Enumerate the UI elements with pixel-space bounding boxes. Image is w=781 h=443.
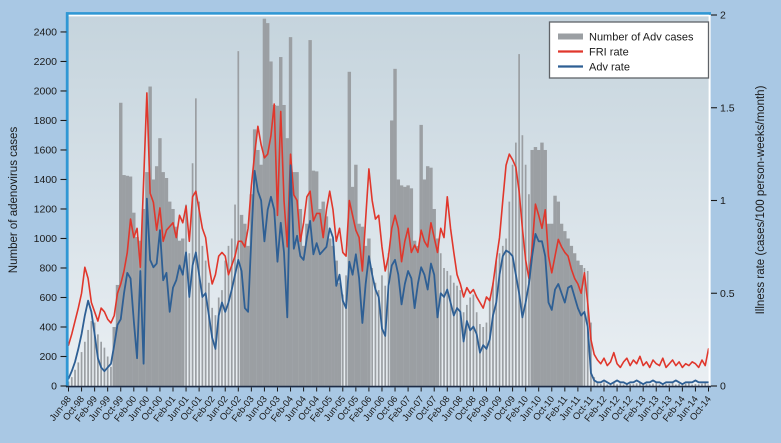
legend-item-label: Adv rate <box>589 61 630 73</box>
legend-item-label: FRI rate <box>589 46 629 58</box>
left-axis-title: Number of adenovirus cases <box>8 127 20 274</box>
right-axis: 0 0.5 1 1.5 2 Illness rate (cases/100 person-… <box>711 10 767 393</box>
left-axis: 0 200 400 600 800 1000 1200 1400 1600 1800 2000 220… <box>8 27 67 393</box>
adv-rate-line <box>68 164 710 386</box>
right-axis-title: Illness rate (cases/100 person-weeks/mon… <box>755 85 767 314</box>
legend-item: Number of Adv cases <box>558 31 694 43</box>
fri-rate-line <box>68 92 710 369</box>
left-axis-tick-label: 600 <box>39 292 57 304</box>
left-axis-tick-label: 2400 <box>34 27 58 39</box>
left-axis-tick-label: 2000 <box>34 86 58 98</box>
left-axis-tick-label: 1200 <box>34 204 58 216</box>
left-axis-tick-label: 800 <box>39 263 57 275</box>
legend-item: FRI rate <box>558 46 629 58</box>
left-axis-tick-label: 1000 <box>34 233 58 245</box>
left-axis-tick-label: 1400 <box>34 174 58 186</box>
legend-item-label: Number of Adv cases <box>589 31 694 43</box>
right-axis-tick-label: 0 <box>720 381 726 393</box>
legend-item: Adv rate <box>558 61 630 73</box>
left-axis-tick-label: 2200 <box>34 56 58 68</box>
left-axis-tick-label: 400 <box>39 322 57 334</box>
legend: Number of Adv cases FRI rate Adv rate <box>548 21 710 79</box>
x-axis: Jun-98Oct-98Feb-99Jun-99Oct-99Feb-00Jun-… <box>47 387 713 424</box>
right-axis-tick-label: 1.5 <box>720 102 735 114</box>
left-axis-tick-label: 1800 <box>34 115 58 127</box>
right-axis-tick-label: 0.5 <box>720 288 735 300</box>
right-axis-tick-label: 2 <box>720 10 726 22</box>
left-axis-tick-label: 1600 <box>34 145 58 157</box>
right-axis-tick-label: 1 <box>720 195 726 207</box>
left-axis-tick-label: 0 <box>51 381 57 393</box>
legend-box <box>548 21 710 79</box>
left-axis-tick-label: 200 <box>39 351 57 363</box>
